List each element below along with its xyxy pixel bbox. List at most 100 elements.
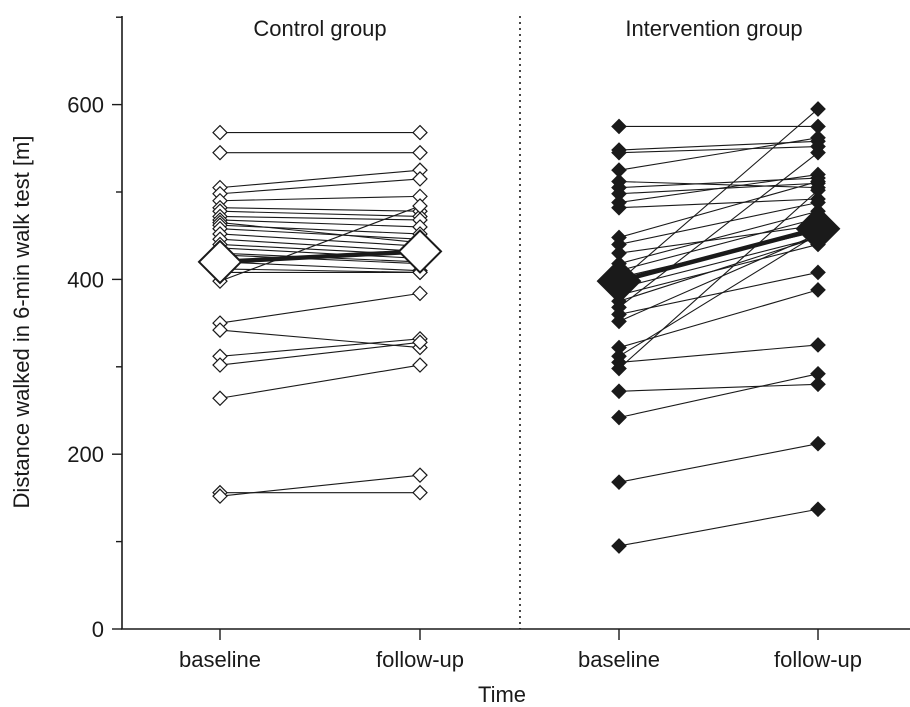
control-group-title: Control group: [253, 16, 386, 41]
data-point: [412, 357, 428, 373]
y-ticks: 0 200 400 600: [67, 16, 122, 642]
y-axis-title: Distance walked in 6-min walk test [m]: [9, 136, 34, 509]
subject-line: [219, 238, 421, 252]
subject-line: [618, 180, 819, 238]
subject-line: [618, 236, 819, 289]
data-point: [810, 282, 826, 298]
data-point: [611, 144, 627, 161]
subject-line: [618, 508, 819, 547]
x-tick-label: follow-up: [774, 647, 862, 672]
data-point: [412, 285, 428, 302]
mean-point: [197, 239, 243, 285]
intervention-group-title: Intervention group: [625, 16, 802, 41]
data-point: [810, 376, 826, 393]
data-point: [810, 435, 826, 452]
subject-line: [219, 205, 421, 282]
subject-line: [219, 195, 421, 202]
data-point: [810, 144, 826, 161]
data-point: [412, 484, 428, 501]
subject-line: [618, 373, 819, 419]
subject-line: [219, 329, 421, 349]
subject-line: [618, 383, 819, 392]
data-point: [810, 264, 826, 281]
subject-line: [219, 268, 421, 273]
data-point: [810, 129, 826, 146]
data-point: [412, 144, 428, 161]
subject-line: [219, 178, 421, 195]
subject-line: [618, 289, 819, 349]
data-point: [810, 337, 826, 353]
y-tick-label: 200: [67, 442, 104, 467]
subject-line: [618, 224, 819, 254]
subject-line: [219, 341, 421, 366]
x-axis-title: Time: [478, 682, 526, 707]
mean-point: [397, 229, 443, 274]
data-point: [611, 199, 627, 216]
data-point: [212, 488, 228, 505]
subject-line: [618, 443, 819, 483]
subject-line: [219, 247, 421, 259]
data-point: [412, 334, 428, 351]
x-tick-label: follow-up: [376, 647, 464, 672]
data-point: [412, 171, 428, 187]
subject-line: [618, 233, 819, 357]
data-point: [212, 390, 228, 407]
x-tick-label: baseline: [578, 647, 660, 672]
subject-line: [618, 198, 819, 209]
plot-layer: [197, 101, 841, 554]
subject-line: [219, 228, 421, 240]
data-point: [611, 474, 627, 491]
data-point: [412, 124, 428, 141]
subject-line: [618, 189, 819, 369]
data-point: [212, 357, 228, 373]
subject-line: [618, 233, 819, 322]
subject-line: [618, 146, 819, 154]
data-point: [212, 144, 228, 161]
subject-line: [219, 261, 421, 272]
subject-line: [219, 292, 421, 324]
mean-point: [596, 258, 642, 304]
subject-line: [219, 233, 421, 247]
subject-line: [219, 474, 421, 497]
data-point: [611, 360, 627, 377]
subject-line: [618, 217, 819, 272]
data-point: [611, 118, 627, 135]
data-point: [212, 124, 228, 141]
mean-point: [795, 206, 841, 252]
y-tick-label: 0: [92, 617, 104, 642]
subject-line: [618, 180, 819, 189]
subject-line: [219, 210, 421, 218]
subject-line: [618, 201, 819, 245]
data-point: [611, 409, 627, 426]
intervention-series: [596, 101, 841, 554]
subject-line: [618, 137, 819, 171]
data-point: [412, 198, 428, 214]
mean-line: [618, 226, 819, 284]
data-point: [810, 501, 826, 518]
subject-line: [219, 224, 421, 235]
subject-line: [618, 173, 819, 204]
data-point: [611, 383, 627, 400]
y-tick-label: 600: [67, 93, 104, 118]
data-point: [412, 467, 428, 484]
data-point: [810, 101, 826, 117]
subject-line: [219, 222, 421, 244]
mean-line: [219, 249, 421, 265]
subject-line: [219, 169, 421, 189]
data-point: [611, 538, 627, 554]
subject-line: [219, 338, 421, 357]
subject-line: [618, 108, 819, 282]
control-series: [197, 124, 443, 505]
x-tick-label: baseline: [179, 647, 261, 672]
x-ticks: baseline follow-up baseline follow-up: [179, 629, 862, 672]
subject-line: [219, 254, 421, 265]
subject-line: [219, 215, 421, 221]
data-point: [810, 182, 826, 199]
subject-line: [219, 219, 421, 228]
subject-line: [219, 207, 421, 212]
data-point: [611, 313, 627, 330]
data-point: [810, 365, 826, 382]
data-point: [212, 322, 228, 338]
subject-line: [618, 152, 819, 308]
